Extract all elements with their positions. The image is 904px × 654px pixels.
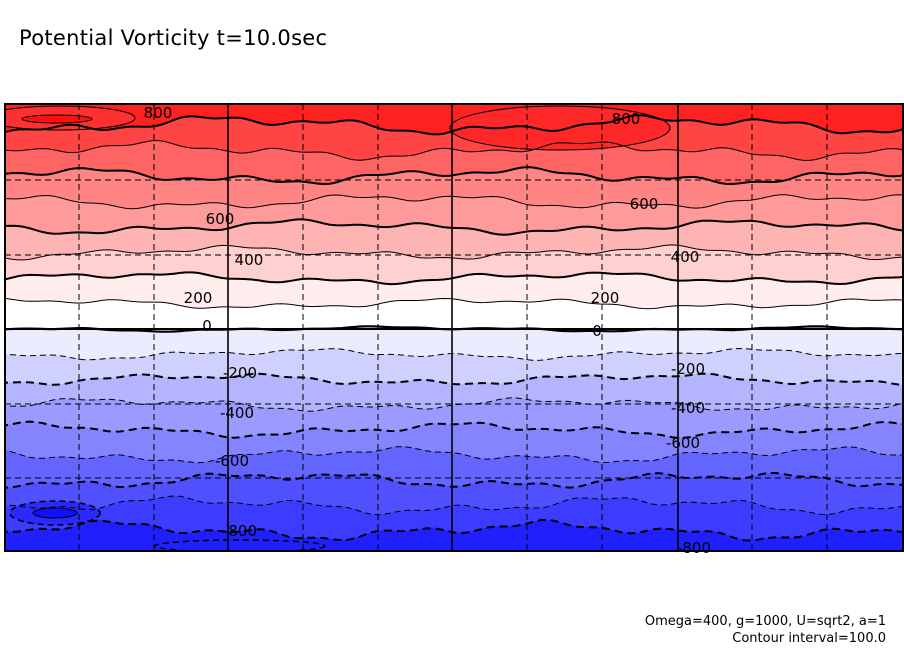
grid-lines — [5, 104, 903, 551]
contour-line-500 — [5, 194, 903, 210]
contour-line--400 — [5, 420, 903, 439]
contour-label: -400 — [671, 399, 705, 417]
contour-label: 800 — [144, 104, 173, 122]
contour-label: 0 — [592, 322, 602, 340]
contour-label: 400 — [235, 251, 264, 269]
contour-label: -400 — [220, 404, 254, 422]
contour-line-800 — [5, 114, 903, 136]
contour-label: -800 — [223, 522, 257, 540]
contour-line-400 — [5, 218, 903, 236]
contour-label: 200 — [184, 289, 213, 307]
contour-label: -800 — [677, 539, 711, 557]
contour-label: -600 — [215, 452, 249, 470]
contour-label: 600 — [630, 195, 659, 213]
contour-line--500 — [5, 446, 903, 464]
contour-labels: 800 800 600 600 400 400 200 200 0 0 -200 -200 -400 -4… — [144, 104, 711, 557]
contour-line--200 — [5, 372, 903, 387]
contour-line--800 — [5, 518, 903, 542]
max-region-contour-2 — [449, 105, 671, 151]
contour-label: 400 — [671, 248, 700, 266]
min-core-contour — [32, 507, 78, 519]
plot-frame — [4, 103, 904, 552]
contour-label: 200 — [591, 289, 620, 307]
contour-line-600 — [5, 166, 903, 186]
contour-label: 0 — [202, 317, 212, 335]
contour-label: -200 — [671, 360, 705, 378]
min-region-contour-2 — [154, 539, 326, 551]
contour-label: 800 — [612, 110, 641, 128]
parameters-text: Omega=400, g=1000, U=sqrt2, a=1 — [644, 614, 886, 629]
max-core-contour — [21, 114, 93, 124]
contour-line-100 — [5, 297, 903, 310]
chart-title: Potential Vorticity t=10.0sec — [19, 26, 328, 50]
contour-line--100 — [5, 347, 903, 361]
contour-label: -600 — [666, 434, 700, 452]
contour-label: 600 — [206, 210, 235, 228]
contour-line--700 — [5, 495, 903, 516]
contour-interval-text: Contour interval=100.0 — [732, 631, 886, 646]
contour-line-200 — [5, 271, 903, 286]
contour-line-700 — [5, 139, 903, 161]
contour-label: -200 — [223, 364, 257, 382]
contour-line--600 — [5, 471, 903, 489]
